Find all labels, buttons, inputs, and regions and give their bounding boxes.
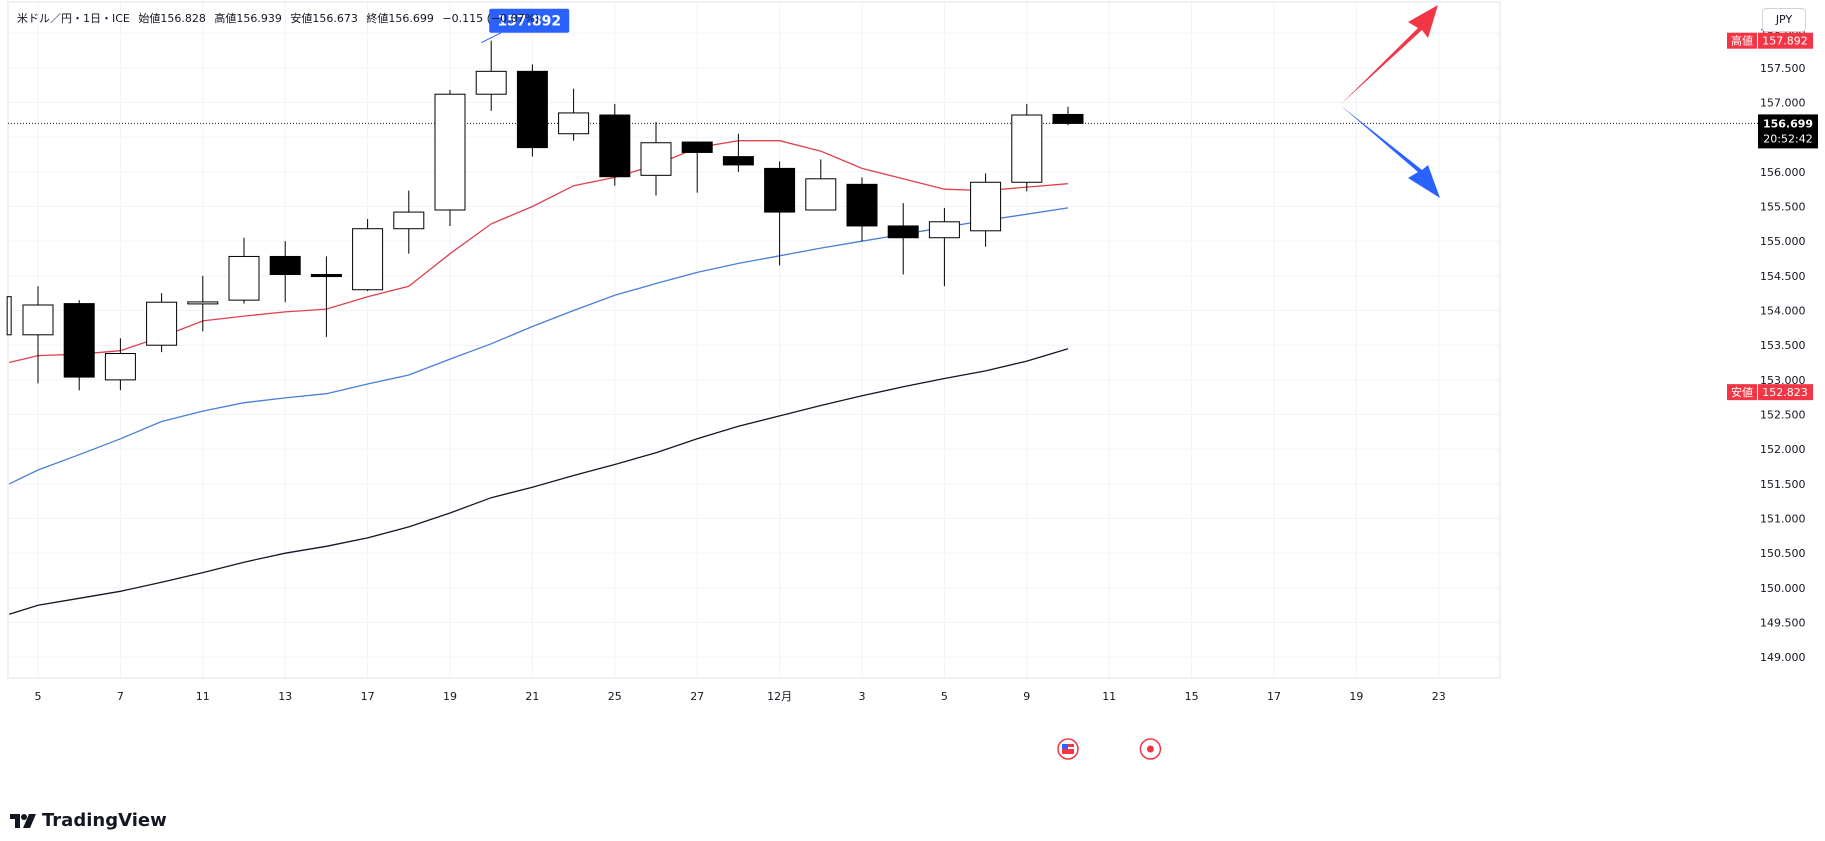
brand-label: TradingView — [42, 810, 167, 831]
currency-button[interactable]: JPY — [1762, 8, 1806, 32]
high-price-badge-tag-label: 高値 — [1731, 34, 1753, 48]
low-price-badge-tag-label: 安値 — [1731, 385, 1753, 399]
date-tick-label: 25 — [608, 690, 622, 703]
high-marker-label: 157.892 — [497, 14, 561, 30]
date-tick-label: 5 — [35, 690, 42, 703]
low-price-badge-value-label: 152.823 — [1762, 386, 1808, 399]
price-tick-label: 150.000 — [1760, 582, 1806, 595]
price-tick-label: 152.000 — [1760, 443, 1806, 456]
current-price-value: 156.699 — [1763, 117, 1813, 130]
red-up-arrow[interactable] — [1340, 5, 1438, 105]
date-tick-label: 15 — [1185, 690, 1199, 703]
candle-down[interactable] — [1052, 113, 1084, 124]
price-tick-label: 154.500 — [1760, 270, 1806, 283]
candle-up[interactable] — [558, 112, 590, 135]
price-tick-label: 149.000 — [1760, 651, 1806, 664]
price-tick-label: 152.500 — [1760, 409, 1806, 422]
countdown-value: 20:52:42 — [1763, 132, 1812, 145]
price-tick-label: 154.000 — [1760, 305, 1806, 318]
candle-up[interactable] — [970, 181, 1002, 232]
candle-up[interactable] — [928, 221, 960, 239]
tradingview-icon — [10, 813, 36, 828]
low-price-badge-value-box — [1758, 384, 1813, 401]
price-tick-label: 157.000 — [1760, 97, 1806, 110]
date-tick-label: 11 — [1102, 690, 1116, 703]
candle-down[interactable] — [599, 114, 631, 178]
price-tick-label: 153.000 — [1760, 374, 1806, 387]
moving-average-long-line — [9, 348, 1069, 615]
record-dot — [1146, 745, 1154, 753]
us-flag-canton — [1062, 744, 1068, 749]
candle-up[interactable] — [1011, 114, 1043, 183]
price-tick-label: 151.500 — [1760, 478, 1806, 491]
blue-down-arrow[interactable] — [1340, 105, 1440, 198]
candle-up[interactable] — [640, 142, 672, 176]
low-price-badge-tag-box — [1727, 384, 1757, 401]
date-tick-label: 23 — [1432, 690, 1446, 703]
candle-down[interactable] — [887, 225, 919, 239]
date-tick-label: 12月 — [767, 690, 792, 703]
candle-down[interactable] — [516, 70, 548, 149]
candle-up[interactable] — [475, 70, 507, 95]
candle-up[interactable] — [805, 178, 837, 211]
high-price-badge-tag-box — [1727, 32, 1757, 49]
moving-average-mid-line — [8, 207, 1069, 485]
candle-down[interactable] — [681, 141, 713, 153]
plot-frame — [7, 1, 1501, 679]
symbol-label[interactable]: 米ドル／円・1日・ICE — [17, 12, 130, 25]
candle-up[interactable] — [352, 228, 384, 291]
date-tick-label: 13 — [278, 690, 292, 703]
high-marker-box[interactable] — [489, 8, 570, 33]
current-price-badge — [1758, 114, 1818, 149]
date-tick-label: 21 — [525, 690, 539, 703]
price-tick-label: 149.500 — [1760, 617, 1806, 630]
price-tick-label: 150.500 — [1760, 547, 1806, 560]
price-tick-label: 157.500 — [1760, 62, 1806, 75]
date-tick-label: 19 — [443, 690, 457, 703]
candle-up[interactable] — [434, 93, 466, 211]
date-tick-label: 17 — [361, 690, 375, 703]
price-tick-label: 155.000 — [1760, 235, 1806, 248]
high-marker-pointer — [480, 32, 502, 44]
date-tick-label: 19 — [1349, 690, 1363, 703]
high-value: 高値156.939 — [214, 12, 282, 25]
close-value: 終値156.699 — [366, 12, 434, 25]
price-tick-label: 151.000 — [1760, 513, 1806, 526]
candle-up[interactable] — [104, 353, 136, 381]
date-tick-label: 5 — [941, 690, 948, 703]
high-price-badge-value-box — [1758, 32, 1813, 49]
date-tick-label: 3 — [859, 690, 866, 703]
candle-up[interactable] — [187, 301, 219, 305]
tradingview-logo[interactable]: TradingView — [10, 810, 167, 831]
date-tick-label: 9 — [1023, 690, 1030, 703]
candle-down[interactable] — [722, 156, 754, 166]
candle-down[interactable] — [846, 183, 878, 227]
candle-down[interactable] — [269, 255, 301, 275]
candle-up[interactable] — [146, 301, 178, 346]
price-tick-label: 155.500 — [1760, 201, 1806, 214]
date-tick-label: 11 — [196, 690, 210, 703]
change-value: −0.115 (−0.07%) — [442, 12, 540, 25]
candle-up[interactable] — [228, 255, 260, 301]
low-value: 安値156.673 — [290, 12, 358, 25]
candle-down[interactable] — [310, 273, 342, 278]
candle-down[interactable] — [63, 303, 95, 378]
date-tick-label: 7 — [117, 690, 124, 703]
open-value: 始値156.828 — [138, 12, 206, 25]
price-tick-label: 153.500 — [1760, 339, 1806, 352]
candle-up[interactable] — [22, 304, 54, 336]
symbol-header: 米ドル／円・1日・ICE 始値156.828 高値156.939 安値156.6… — [17, 10, 544, 26]
candle-up[interactable] — [6, 296, 12, 336]
high-price-badge-value-label: 157.892 — [1762, 35, 1808, 48]
date-tick-label: 27 — [690, 690, 704, 703]
date-tick-label: 17 — [1267, 690, 1281, 703]
candle-up[interactable] — [393, 211, 425, 230]
candle-down[interactable] — [764, 167, 796, 213]
price-tick-label: 156.000 — [1760, 166, 1806, 179]
